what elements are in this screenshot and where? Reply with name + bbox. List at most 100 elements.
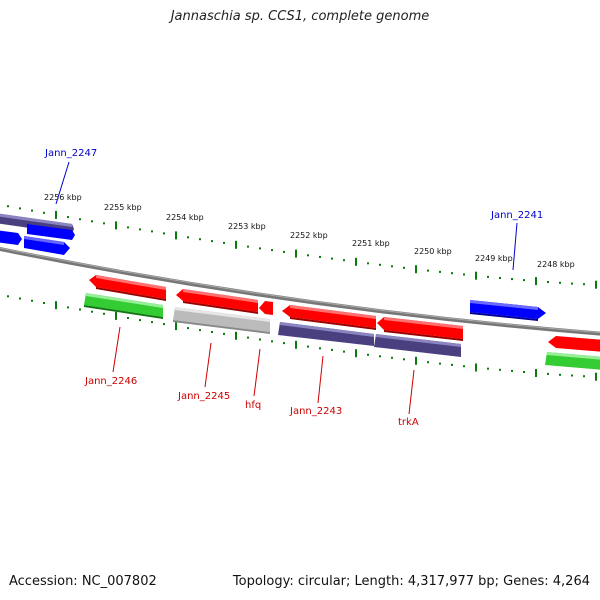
gene-label-jann-2241[interactable]: Jann_2241 — [490, 210, 543, 221]
gene-hfq[interactable] — [259, 301, 273, 315]
minor-tick — [247, 245, 249, 248]
gene-purple-1[interactable] — [278, 322, 374, 346]
minor-tick — [379, 263, 381, 266]
major-tick — [55, 210, 57, 219]
gene-label-hfq[interactable]: hfq — [245, 400, 261, 411]
minor-tick — [151, 230, 153, 233]
gene-trka-red[interactable] — [377, 317, 463, 341]
minor-tick — [283, 342, 285, 345]
minor-tick — [151, 321, 153, 324]
minor-tick — [187, 327, 189, 330]
major-tick — [595, 372, 597, 381]
major-tick — [115, 311, 117, 320]
scale-label-2249: 2249 kbp — [475, 254, 513, 263]
major-tick — [175, 231, 177, 240]
topology-text: Topology: circular; Length: 4,317,977 bp… — [232, 574, 590, 589]
scale-label-2252: 2252 kbp — [290, 231, 328, 240]
minor-tick — [19, 297, 21, 300]
minor-tick — [403, 266, 405, 269]
leader-jann-2245 — [204, 342, 212, 388]
scale-label-2254: 2254 kbp — [166, 213, 204, 222]
minor-tick — [67, 216, 69, 219]
minor-tick — [31, 209, 33, 212]
minor-tick — [391, 356, 393, 359]
minor-tick — [511, 369, 513, 372]
minor-tick — [319, 347, 321, 350]
minor-tick — [559, 373, 561, 376]
major-tick — [595, 280, 597, 289]
major-tick — [475, 363, 477, 372]
scale-label-2248: 2248 kbp — [537, 260, 575, 269]
gene-label-jann-2246[interactable]: Jann_2246 — [84, 376, 137, 387]
gene-red-2[interactable] — [176, 289, 258, 314]
gene-red-1[interactable] — [89, 275, 166, 301]
minor-tick — [439, 362, 441, 365]
scale-label-2250: 2250 kbp — [414, 247, 452, 256]
minor-tick — [163, 232, 165, 235]
gene-jann-2243-red[interactable] — [282, 305, 376, 330]
gene-green-right[interactable] — [545, 352, 600, 370]
minor-tick — [367, 262, 369, 265]
minor-tick — [127, 317, 129, 319]
minor-tick — [79, 218, 81, 221]
minor-tick — [559, 281, 561, 284]
gene-label-jann-2247[interactable]: Jann_2247 — [44, 148, 97, 159]
minor-tick — [163, 323, 165, 326]
minor-tick — [19, 207, 21, 210]
minor-tick — [91, 220, 93, 223]
minor-tick — [343, 350, 345, 353]
gene-label-jann-2245[interactable]: Jann_2245 — [177, 391, 230, 402]
major-tick — [475, 271, 477, 280]
gene-label-jann-2243[interactable]: Jann_2243 — [289, 406, 342, 417]
minor-tick — [103, 222, 105, 225]
minor-tick — [271, 340, 273, 343]
minor-tick — [403, 358, 405, 361]
minor-tick — [307, 345, 309, 348]
gene-arrow[interactable] — [27, 224, 75, 240]
gene-jann-2247-pair[interactable] — [0, 213, 75, 255]
gene-arrow[interactable] — [24, 236, 70, 255]
gene-label-trka[interactable]: trkA — [398, 417, 419, 428]
minor-tick — [451, 363, 453, 366]
major-tick — [535, 369, 537, 377]
minor-tick — [283, 250, 285, 253]
minor-tick — [463, 273, 465, 276]
gene-green-1[interactable] — [84, 293, 163, 319]
minor-tick — [223, 241, 225, 244]
leader-jann-2246 — [112, 326, 121, 373]
gene-red-right[interactable] — [548, 336, 600, 352]
minor-tick — [247, 336, 249, 339]
gene-jann-2241[interactable] — [470, 300, 546, 321]
minor-tick — [211, 331, 213, 333]
minor-tick — [259, 247, 261, 250]
minor-tick — [7, 205, 9, 208]
gene-grey-pseudo[interactable] — [173, 307, 270, 334]
minor-tick — [307, 254, 309, 257]
minor-tick — [43, 211, 45, 214]
gene-arrow[interactable] — [0, 230, 22, 245]
minor-tick — [79, 308, 81, 311]
minor-tick — [43, 302, 45, 304]
minor-tick — [583, 283, 585, 286]
minor-tick — [427, 269, 429, 272]
leader-jann-2243 — [317, 355, 324, 404]
gene-purple-2[interactable] — [374, 334, 461, 357]
major-tick — [295, 340, 297, 349]
major-tick — [115, 221, 117, 230]
minor-tick — [127, 226, 129, 229]
minor-tick — [379, 355, 381, 358]
minor-tick — [487, 367, 489, 370]
minor-tick — [499, 368, 501, 371]
scale-label-2256: 2256 kbp — [44, 193, 82, 202]
minor-tick — [571, 374, 573, 377]
leader-hfq — [253, 348, 261, 397]
major-tick — [235, 331, 237, 340]
minor-tick — [571, 282, 573, 285]
minor-tick — [511, 278, 513, 281]
minor-tick — [31, 299, 33, 302]
minor-tick — [451, 272, 453, 275]
minor-tick — [523, 279, 525, 282]
minor-tick — [583, 375, 585, 378]
minor-tick — [103, 312, 105, 315]
